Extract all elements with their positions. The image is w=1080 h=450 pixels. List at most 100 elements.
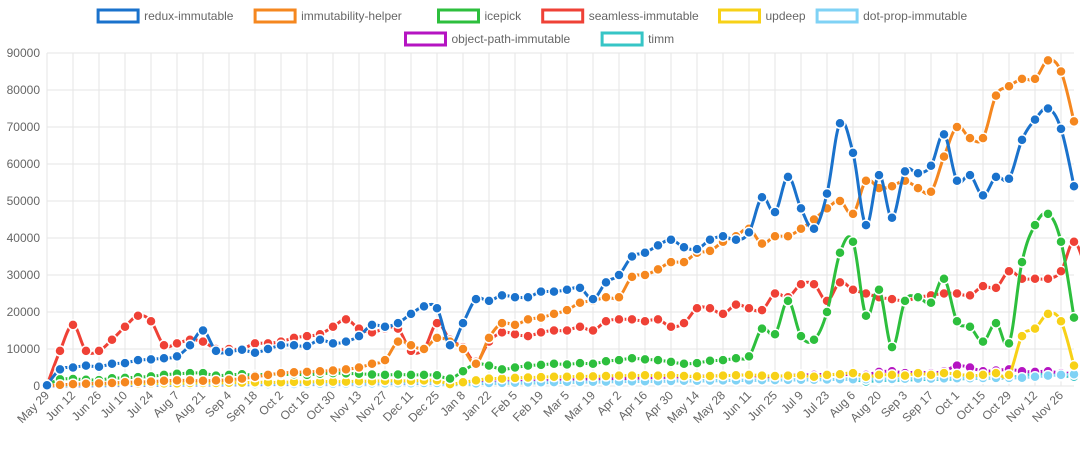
data-point-redux-immutable[interactable] (925, 160, 937, 172)
data-point-redux-immutable[interactable] (249, 346, 261, 359)
data-point-updeep[interactable] (899, 369, 911, 382)
data-point-seamless-immutable[interactable] (769, 287, 781, 300)
data-point-updeep[interactable] (977, 369, 989, 381)
data-point-redux-immutable[interactable] (171, 350, 183, 363)
data-point-updeep[interactable] (691, 370, 703, 383)
data-point-icepick[interactable] (405, 369, 417, 381)
data-point-redux-immutable[interactable] (327, 337, 339, 350)
data-point-redux-immutable[interactable] (704, 234, 716, 246)
data-point-redux-immutable[interactable] (457, 317, 469, 329)
data-point-immutability-helper[interactable] (756, 237, 768, 250)
data-point-updeep[interactable] (782, 369, 794, 382)
data-point-seamless-immutable[interactable] (574, 321, 586, 333)
data-point-updeep[interactable] (873, 369, 885, 381)
data-point-immutability-helper[interactable] (639, 269, 651, 281)
data-point-immutability-helper[interactable] (678, 256, 690, 268)
data-point-redux-immutable[interactable] (535, 285, 547, 298)
data-point-immutability-helper[interactable] (1042, 54, 1054, 67)
data-point-immutability-helper[interactable] (613, 291, 625, 303)
data-point-redux-immutable[interactable] (470, 293, 482, 305)
data-point-icepick[interactable] (1016, 256, 1028, 268)
data-point-icepick[interactable] (990, 317, 1002, 329)
data-point-icepick[interactable] (1029, 219, 1041, 231)
data-point-redux-immutable[interactable] (730, 234, 742, 246)
data-point-redux-immutable[interactable] (1055, 123, 1067, 135)
data-point-redux-immutable[interactable] (119, 357, 131, 369)
data-point-seamless-immutable[interactable] (808, 278, 820, 291)
data-point-seamless-immutable[interactable] (158, 339, 170, 352)
data-point-seamless-immutable[interactable] (587, 324, 599, 337)
data-point-immutability-helper[interactable] (1068, 115, 1080, 128)
data-point-icepick[interactable] (483, 359, 495, 372)
data-point-redux-immutable[interactable] (262, 343, 274, 355)
data-point-icepick[interactable] (873, 284, 885, 296)
data-point-redux-immutable[interactable] (912, 167, 924, 180)
data-point-immutability-helper[interactable] (249, 371, 261, 383)
data-point-seamless-immutable[interactable] (886, 293, 898, 305)
data-point-seamless-immutable[interactable] (990, 282, 1002, 294)
data-point-redux-immutable[interactable] (145, 353, 157, 366)
data-point-icepick[interactable] (834, 247, 846, 259)
data-point-immutability-helper[interactable] (535, 311, 547, 324)
data-point-immutability-helper[interactable] (795, 223, 807, 235)
data-point-seamless-immutable[interactable] (145, 315, 157, 328)
data-point-redux-immutable[interactable] (288, 339, 300, 352)
data-point-redux-immutable[interactable] (964, 169, 976, 181)
data-point-icepick[interactable] (977, 335, 989, 348)
data-point-icepick[interactable] (522, 359, 534, 372)
data-point-redux-immutable[interactable] (678, 241, 690, 254)
data-point-updeep[interactable] (652, 369, 664, 382)
data-point-seamless-immutable[interactable] (834, 276, 846, 289)
data-point-dot-prop-immutable[interactable] (1055, 369, 1067, 381)
data-point-seamless-immutable[interactable] (600, 315, 612, 328)
data-point-seamless-immutable[interactable] (301, 330, 313, 342)
data-point-redux-immutable[interactable] (951, 174, 963, 187)
data-point-icepick[interactable] (561, 358, 573, 371)
data-point-seamless-immutable[interactable] (54, 345, 66, 357)
data-point-seamless-immutable[interactable] (67, 319, 79, 331)
data-point-updeep[interactable] (457, 376, 469, 389)
data-point-redux-immutable[interactable] (561, 284, 573, 296)
data-point-immutability-helper[interactable] (834, 195, 846, 207)
data-point-immutability-helper[interactable] (704, 245, 716, 257)
data-point-updeep[interactable] (509, 372, 521, 384)
data-point-redux-immutable[interactable] (41, 379, 53, 392)
data-point-seamless-immutable[interactable] (119, 321, 131, 333)
data-point-updeep[interactable] (483, 372, 495, 385)
data-point-icepick[interactable] (1003, 337, 1015, 350)
data-point-redux-immutable[interactable] (990, 171, 1002, 183)
data-point-redux-immutable[interactable] (197, 324, 209, 337)
data-point-seamless-immutable[interactable] (652, 313, 664, 326)
data-point-redux-immutable[interactable] (210, 345, 222, 357)
data-point-redux-immutable[interactable] (1016, 134, 1028, 146)
data-point-updeep[interactable] (1042, 308, 1054, 320)
data-point-redux-immutable[interactable] (158, 352, 170, 365)
data-point-seamless-immutable[interactable] (535, 326, 547, 339)
data-point-redux-immutable[interactable] (405, 308, 417, 320)
data-point-redux-immutable[interactable] (782, 171, 794, 183)
data-point-redux-immutable[interactable] (886, 211, 898, 224)
data-point-immutability-helper[interactable] (1016, 73, 1028, 85)
data-point-icepick[interactable] (938, 272, 950, 285)
data-point-immutability-helper[interactable] (405, 339, 417, 352)
data-point-icepick[interactable] (678, 358, 690, 370)
data-point-icepick[interactable] (392, 368, 404, 381)
data-point-redux-immutable[interactable] (1068, 180, 1080, 192)
data-point-updeep[interactable] (574, 370, 586, 383)
data-point-updeep[interactable] (990, 367, 1002, 379)
data-point-seamless-immutable[interactable] (964, 289, 976, 302)
data-point-redux-immutable[interactable] (860, 219, 872, 231)
data-point-redux-immutable[interactable] (899, 165, 911, 178)
data-point-updeep[interactable] (730, 369, 742, 382)
data-point-icepick[interactable] (1042, 208, 1054, 220)
data-point-icepick[interactable] (548, 358, 560, 370)
data-point-immutability-helper[interactable] (236, 372, 248, 385)
data-point-seamless-immutable[interactable] (561, 324, 573, 337)
data-point-seamless-immutable[interactable] (795, 278, 807, 291)
data-point-immutability-helper[interactable] (223, 373, 235, 386)
data-point-icepick[interactable] (535, 359, 547, 371)
data-point-updeep[interactable] (470, 374, 482, 387)
data-point-updeep[interactable] (1003, 369, 1015, 381)
data-point-immutability-helper[interactable] (288, 366, 300, 379)
data-point-immutability-helper[interactable] (93, 377, 105, 390)
